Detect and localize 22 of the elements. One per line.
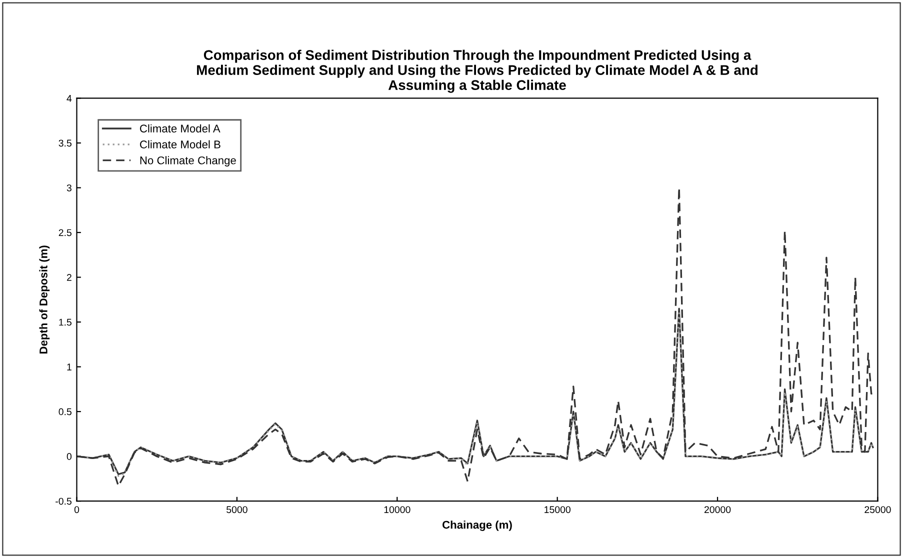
y-tick-label: 1 xyxy=(67,364,72,370)
y-tick-label: 2 xyxy=(66,274,72,281)
x-tick-label: 20000 xyxy=(704,506,731,514)
y-tick-label: 0.5 xyxy=(58,408,72,416)
x-tick-label: 25000 xyxy=(864,506,891,514)
x-tick-label: 10000 xyxy=(384,506,410,514)
x-axis-title: Chainage (m) xyxy=(442,520,512,531)
x-tick-label: 15000 xyxy=(544,506,570,514)
y-tick-label: 3.5 xyxy=(58,140,72,147)
x-tick-label: 5000 xyxy=(226,506,248,514)
legend-label: Climate Model A xyxy=(140,124,220,132)
y-tick-label: 0 xyxy=(66,453,72,460)
y-axis-title: Depth of Deposit (m) xyxy=(39,246,50,354)
y-tick-label: 3 xyxy=(66,184,72,192)
chart-title: Comparison of Sediment Distribution Through the Impoundment Predicted Using a Medium Sediment Supply and Using the Flows Predicted by Climate Model A & B and Assuming a Stable Climate xyxy=(197,50,758,93)
legend-label: No Climate Change xyxy=(140,156,236,167)
y-tick-label: -0.5 xyxy=(56,498,72,505)
legend-label: Climate Model B xyxy=(140,140,220,148)
y-tick-label: 1.5 xyxy=(59,318,72,326)
y-tick-label: 4 xyxy=(66,95,72,102)
x-tick-label: 0 xyxy=(74,506,80,514)
y-tick-label: 2.5 xyxy=(58,229,72,236)
